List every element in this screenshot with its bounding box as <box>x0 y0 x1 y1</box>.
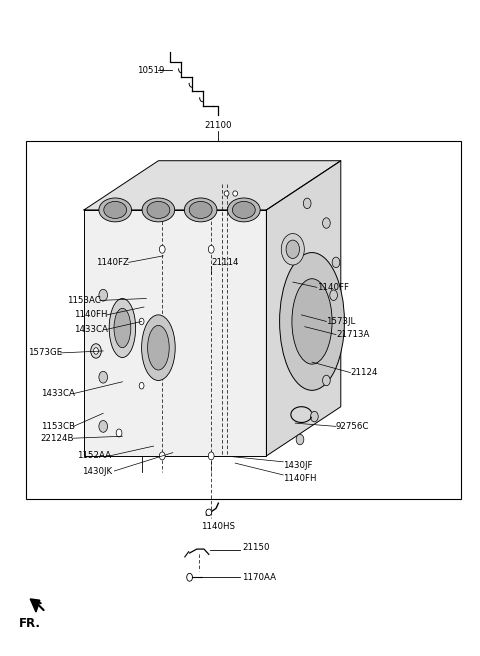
Text: 21150: 21150 <box>242 543 270 552</box>
Text: 1170AA: 1170AA <box>242 573 276 582</box>
Text: FR.: FR. <box>19 617 41 630</box>
Ellipse shape <box>94 348 98 354</box>
Text: 1153CB: 1153CB <box>41 422 75 431</box>
Ellipse shape <box>208 452 214 460</box>
Text: 1152AA: 1152AA <box>77 451 111 461</box>
Ellipse shape <box>279 253 344 390</box>
Text: 21713A: 21713A <box>336 330 370 339</box>
Ellipse shape <box>147 201 170 218</box>
Ellipse shape <box>189 201 212 218</box>
Ellipse shape <box>228 198 260 222</box>
Ellipse shape <box>139 318 144 325</box>
Ellipse shape <box>91 344 101 358</box>
Text: 22124B: 22124B <box>41 434 74 443</box>
Ellipse shape <box>99 420 108 432</box>
Ellipse shape <box>224 191 229 196</box>
Text: 21114: 21114 <box>211 258 239 267</box>
Text: 1573JL: 1573JL <box>326 317 356 326</box>
Ellipse shape <box>142 198 175 222</box>
Text: 21100: 21100 <box>204 121 232 131</box>
Ellipse shape <box>99 289 108 301</box>
Ellipse shape <box>109 298 135 358</box>
Ellipse shape <box>184 198 217 222</box>
Ellipse shape <box>116 429 122 437</box>
Text: 1140FH: 1140FH <box>283 474 317 483</box>
Ellipse shape <box>296 434 304 445</box>
Ellipse shape <box>330 290 337 300</box>
Polygon shape <box>266 161 341 456</box>
Text: 1140FH: 1140FH <box>74 310 108 319</box>
Ellipse shape <box>208 245 214 253</box>
Text: 1140FF: 1140FF <box>317 283 349 292</box>
Text: 1153AC: 1153AC <box>67 296 101 305</box>
Ellipse shape <box>187 573 192 581</box>
Ellipse shape <box>303 198 311 209</box>
Ellipse shape <box>232 201 255 218</box>
Text: 10519: 10519 <box>137 66 164 75</box>
Ellipse shape <box>139 382 144 389</box>
Ellipse shape <box>114 308 131 348</box>
Polygon shape <box>84 161 341 210</box>
Text: 1430JF: 1430JF <box>283 461 312 470</box>
Ellipse shape <box>233 191 238 196</box>
Text: 92756C: 92756C <box>336 422 370 431</box>
Polygon shape <box>84 210 266 456</box>
Ellipse shape <box>142 315 175 380</box>
Text: 21124: 21124 <box>350 368 378 377</box>
Ellipse shape <box>292 279 332 364</box>
Text: 1430JK: 1430JK <box>82 466 112 476</box>
Ellipse shape <box>99 198 132 222</box>
Text: 1433CA: 1433CA <box>74 325 108 334</box>
Ellipse shape <box>323 218 330 228</box>
Ellipse shape <box>332 257 340 268</box>
Ellipse shape <box>323 375 330 386</box>
Ellipse shape <box>281 234 304 265</box>
Ellipse shape <box>206 509 212 516</box>
Text: 1140HS: 1140HS <box>202 522 235 531</box>
Bar <box>26 141 461 499</box>
Ellipse shape <box>159 452 165 460</box>
Ellipse shape <box>159 245 165 253</box>
Ellipse shape <box>286 240 300 258</box>
Text: 1140FZ: 1140FZ <box>96 258 129 267</box>
Text: 1433CA: 1433CA <box>41 389 75 398</box>
Ellipse shape <box>311 411 318 422</box>
Text: 1573GE: 1573GE <box>28 348 62 358</box>
Ellipse shape <box>99 371 108 383</box>
Ellipse shape <box>148 325 169 370</box>
Ellipse shape <box>104 201 127 218</box>
Polygon shape <box>30 599 40 612</box>
